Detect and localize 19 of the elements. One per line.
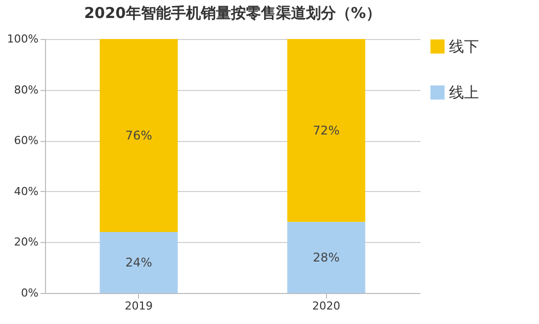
y-tick-label: 40% <box>14 184 38 198</box>
x-tick-label: 2020 <box>312 300 340 312</box>
bar <box>100 232 178 293</box>
y-tick-label: 60% <box>14 134 38 148</box>
y-tick-label: 20% <box>14 236 38 249</box>
legend-label: 线下 <box>449 38 479 56</box>
data-label: 24% <box>125 256 152 270</box>
y-tick-label: 0% <box>21 286 38 300</box>
data-label: 28% <box>312 250 340 264</box>
chart-title: 2020年智能手机销量按零售渠道划分（%） <box>84 4 381 22</box>
bar <box>100 39 178 232</box>
x-tick-label: 2019 <box>124 300 153 312</box>
bar <box>287 39 366 222</box>
y-tick-label: 80% <box>14 83 38 96</box>
bar <box>287 222 366 293</box>
y-tick-label: 100% <box>7 32 38 46</box>
data-label: 76% <box>125 128 152 143</box>
data-label: 72% <box>312 123 340 138</box>
legend-label: 线上 <box>449 84 479 102</box>
